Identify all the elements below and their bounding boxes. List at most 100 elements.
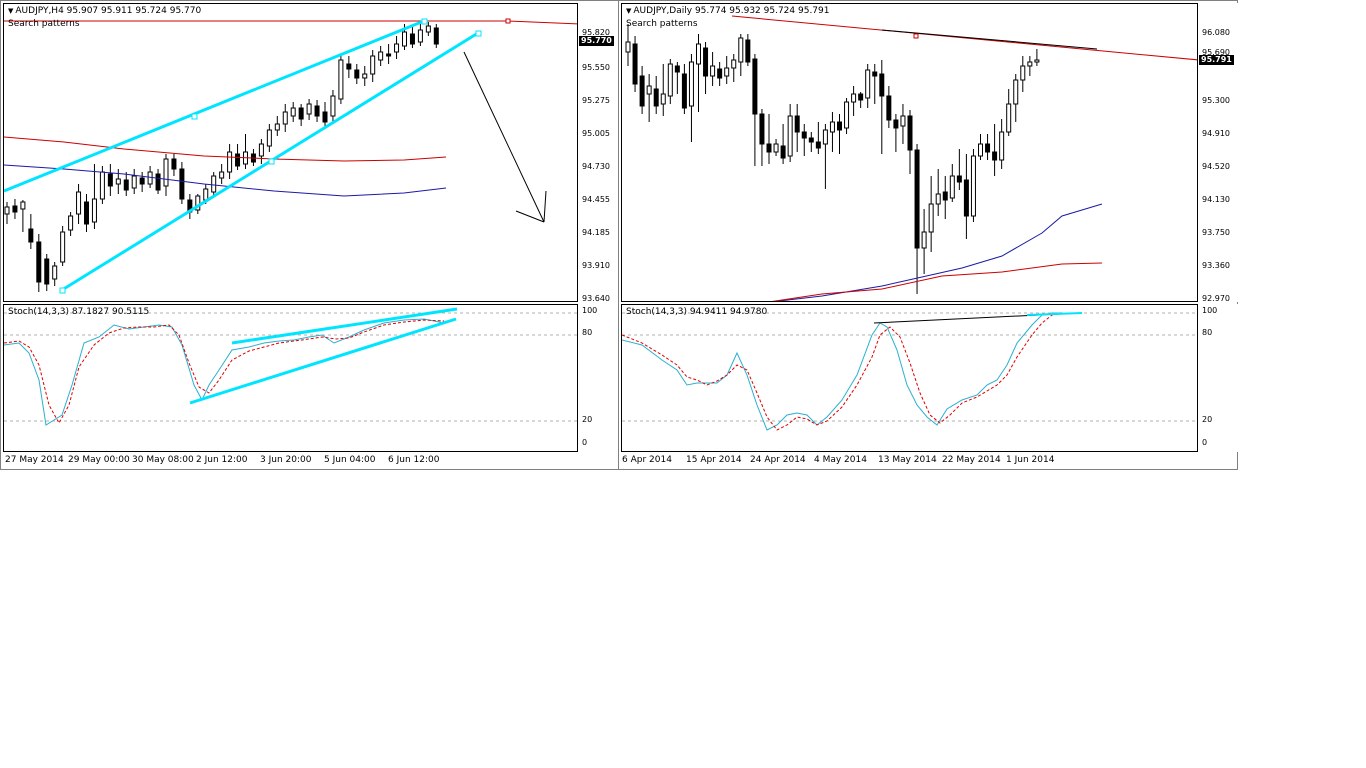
candle (52, 265, 58, 280)
candle (653, 88, 659, 107)
candle (1006, 103, 1012, 133)
main-price-pane[interactable]: ▼ AUDJPY,Daily 95.774 95.932 95.724 95.79… (621, 3, 1198, 302)
candle (131, 175, 137, 189)
stoch-main-line (622, 312, 1062, 431)
candle (752, 58, 758, 115)
candle (338, 59, 344, 100)
candle (956, 175, 962, 183)
time-label: 27 May 2014 (5, 455, 64, 465)
stoch-upper-trendline (231, 307, 458, 345)
search-patterns-label: Search patterns (626, 19, 698, 29)
price-label: 95.550 (582, 63, 610, 72)
candle (76, 191, 82, 215)
price-scale[interactable]: 96.080 95.690 95.300 94.910 94.520 94.13… (1198, 3, 1238, 303)
candle (674, 65, 680, 73)
trendline-anchor (421, 18, 428, 25)
candle (84, 201, 89, 225)
candle (886, 95, 892, 121)
candle (681, 73, 687, 109)
price-label: 93.360 (1202, 261, 1230, 270)
candle (163, 158, 169, 187)
time-axis[interactable]: 6 Apr 2014 15 Apr 2014 24 Apr 2014 4 May… (621, 453, 1198, 467)
price-chart-canvas[interactable] (4, 4, 578, 302)
candle (402, 31, 407, 47)
chart-window-audjpy-h4[interactable]: ▼ AUDJPY,H4 95.907 95.911 95.724 95.770 S… (0, 0, 619, 470)
stochastic-pane[interactable]: Stoch(14,3,3) 94.9411 94.9780 (621, 304, 1198, 452)
candle (12, 205, 18, 213)
chart-title-text: AUDJPY,Daily 95.774 95.932 95.724 95.791 (633, 6, 830, 16)
chart-title: ▼ AUDJPY,H4 95.907 95.911 95.724 95.770 (8, 6, 201, 17)
candle (914, 149, 920, 249)
price-label: 95.690 (1202, 48, 1230, 57)
stoch-level-label: 0 (1202, 438, 1208, 447)
stoch-lower-trendline (189, 317, 457, 405)
candle (433, 27, 439, 45)
candle (123, 179, 129, 191)
price-label: 93.640 (582, 294, 610, 303)
candle (822, 129, 828, 145)
candle (425, 25, 431, 33)
stoch-main-line (4, 318, 445, 426)
candle (1013, 79, 1019, 105)
main-price-pane[interactable]: ▼ AUDJPY,H4 95.907 95.911 95.724 95.770 S… (3, 3, 578, 302)
candle (801, 131, 807, 139)
price-chart-canvas[interactable] (622, 4, 1198, 302)
candle (211, 175, 217, 193)
candle (235, 153, 241, 167)
candle (282, 111, 288, 125)
current-price-marker: 95.770 (579, 36, 614, 46)
stochastic-scale[interactable]: 100 80 20 0 (578, 304, 618, 452)
candle (362, 73, 368, 79)
candle (639, 75, 645, 107)
candle (219, 171, 225, 179)
stoch-trendline (1026, 312, 1083, 316)
time-axis[interactable]: 27 May 2014 29 May 00:00 30 May 08:00 2 … (3, 453, 578, 467)
triangle-down-icon[interactable]: ▼ (626, 7, 632, 15)
candle (724, 67, 730, 77)
candle (773, 143, 779, 153)
chart-window-audjpy-daily[interactable]: ▼ AUDJPY,Daily 95.774 95.932 95.724 95.79… (618, 0, 1238, 470)
descending-resistance-line (731, 15, 1197, 61)
candle (879, 73, 885, 97)
candle (394, 43, 400, 53)
price-label: 95.005 (582, 129, 610, 138)
candle (4, 206, 10, 215)
stochastic-pane[interactable]: Stoch(14,3,3) 87.1827 90.5115 (3, 304, 578, 452)
candle (171, 158, 177, 170)
candle (99, 171, 105, 200)
stochastic-scale[interactable]: 100 80 20 0 (1198, 304, 1238, 452)
candle (731, 59, 737, 69)
time-label: 3 Jun 20:00 (260, 455, 312, 465)
candle (417, 29, 423, 43)
candle (794, 115, 800, 133)
time-label: 22 May 2014 (942, 455, 1001, 465)
candle (745, 39, 751, 63)
time-label: 30 May 08:00 (132, 455, 194, 465)
moving-average-red (771, 262, 1103, 301)
price-scale[interactable]: 95.820 95.550 95.275 95.005 94.730 94.45… (578, 3, 618, 303)
price-label: 94.910 (1202, 129, 1230, 138)
stoch-signal-line (4, 319, 445, 425)
candle (808, 137, 814, 143)
chart-title-text: AUDJPY,H4 95.907 95.911 95.724 95.770 (15, 6, 202, 16)
resistance-line (4, 20, 577, 25)
candle (155, 173, 161, 191)
candle (386, 53, 392, 57)
candle (829, 121, 835, 133)
candle (696, 43, 701, 65)
stochastic-canvas[interactable] (4, 305, 578, 452)
trendline-anchor (268, 158, 275, 165)
time-label: 24 Apr 2014 (750, 455, 806, 465)
candle (907, 115, 913, 151)
candle (780, 145, 786, 159)
candle (227, 151, 233, 173)
time-label: 15 Apr 2014 (686, 455, 742, 465)
triangle-down-icon[interactable]: ▼ (8, 7, 14, 15)
stochastic-canvas[interactable] (622, 305, 1198, 452)
chart-title: ▼ AUDJPY,Daily 95.774 95.932 95.724 95.79… (626, 6, 830, 17)
candle (330, 95, 336, 117)
current-price-marker: 95.791 (1199, 55, 1234, 65)
stoch-level-label: 0 (582, 438, 588, 447)
stoch-level-label: 100 (1202, 306, 1218, 315)
candle (921, 231, 927, 249)
